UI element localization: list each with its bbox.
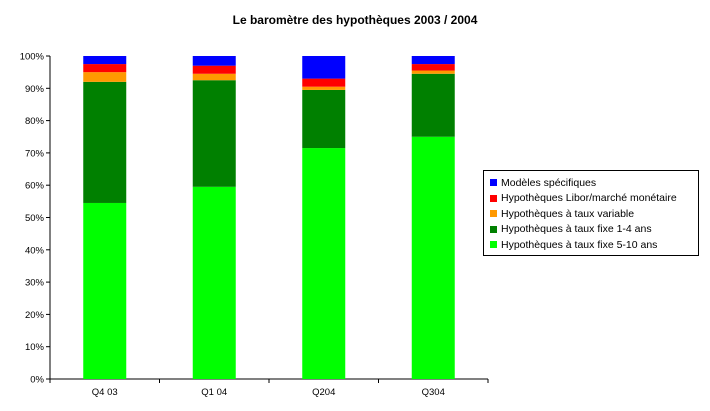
- bar-segment: [302, 78, 346, 87]
- legend-swatch: [490, 194, 497, 202]
- legend-item: Modèles spécifiques: [490, 175, 692, 191]
- x-tick-label: Q4 03: [92, 387, 118, 398]
- bar-segment: [192, 73, 236, 81]
- legend-label: Hypothèques à taux variable: [501, 207, 635, 220]
- x-tick-label: Q304: [422, 387, 445, 398]
- y-tick-label: 40%: [25, 245, 45, 256]
- y-tick-label: 10%: [25, 342, 45, 353]
- bar-segment: [83, 72, 127, 82]
- y-tick-label: 100%: [20, 52, 45, 63]
- y-tick-label: 20%: [25, 310, 45, 321]
- bar-segment: [192, 80, 236, 187]
- bar-segment: [411, 56, 455, 65]
- chart-title: Le baromètre des hypothèques 2003 / 2004: [232, 13, 478, 27]
- legend-swatch: [490, 179, 497, 187]
- legend-label: Modèles spécifiques: [501, 176, 597, 189]
- bar-segment: [83, 81, 127, 203]
- bar-segment: [411, 136, 455, 379]
- legend-item: Hypothèques à taux fixe 1-4 ans: [490, 222, 692, 238]
- bar-segment: [411, 64, 455, 71]
- y-axis: 0% 10% 20% 30% 40% 50% 60% 70% 80% 90% 100%: [20, 52, 51, 386]
- bar-segment: [192, 65, 236, 74]
- legend-item: Hypothèques Libor/marché monétaire: [490, 191, 692, 207]
- legend-swatch: [490, 241, 497, 249]
- bars-group: [83, 56, 455, 379]
- legend-label: Hypothèques à taux fixe 5-10 ans: [501, 238, 658, 251]
- y-tick-label: 0%: [30, 375, 44, 386]
- bar-segment: [192, 56, 236, 66]
- legend-swatch: [490, 225, 497, 233]
- bar-segment: [192, 186, 236, 379]
- y-tick-label: 30%: [25, 278, 45, 289]
- legend-swatch: [490, 210, 497, 218]
- legend-item: Hypothèques à taux fixe 5-10 ans: [490, 237, 692, 253]
- bar-segment: [83, 202, 127, 379]
- legend-label: Hypothèques Libor/marché monétaire: [501, 192, 677, 205]
- y-tick-label: 80%: [25, 116, 45, 127]
- bar-segment: [302, 86, 346, 90]
- bar-segment: [411, 70, 455, 74]
- x-tick-label: Q204: [312, 387, 335, 398]
- y-tick-label: 50%: [25, 213, 45, 224]
- x-tick-label: Q1 04: [201, 387, 227, 398]
- legend: Modèles spécifiques Hypothèques Libor/mar…: [483, 170, 699, 256]
- legend-label: Hypothèques à taux fixe 1-4 ans: [501, 223, 652, 236]
- bar-segment: [83, 56, 127, 65]
- bar-segment: [302, 89, 346, 149]
- legend-item: Hypothèques à taux variable: [490, 206, 692, 222]
- bar-segment: [411, 73, 455, 137]
- bar-segment: [302, 56, 346, 79]
- bar-segment: [302, 148, 346, 379]
- bar-segment: [83, 64, 127, 73]
- y-tick-label: 60%: [25, 181, 45, 192]
- y-tick-label: 90%: [25, 84, 45, 95]
- y-tick-label: 70%: [25, 148, 45, 159]
- x-axis: Q4 03 Q1 04 Q204 Q304: [49, 378, 489, 398]
